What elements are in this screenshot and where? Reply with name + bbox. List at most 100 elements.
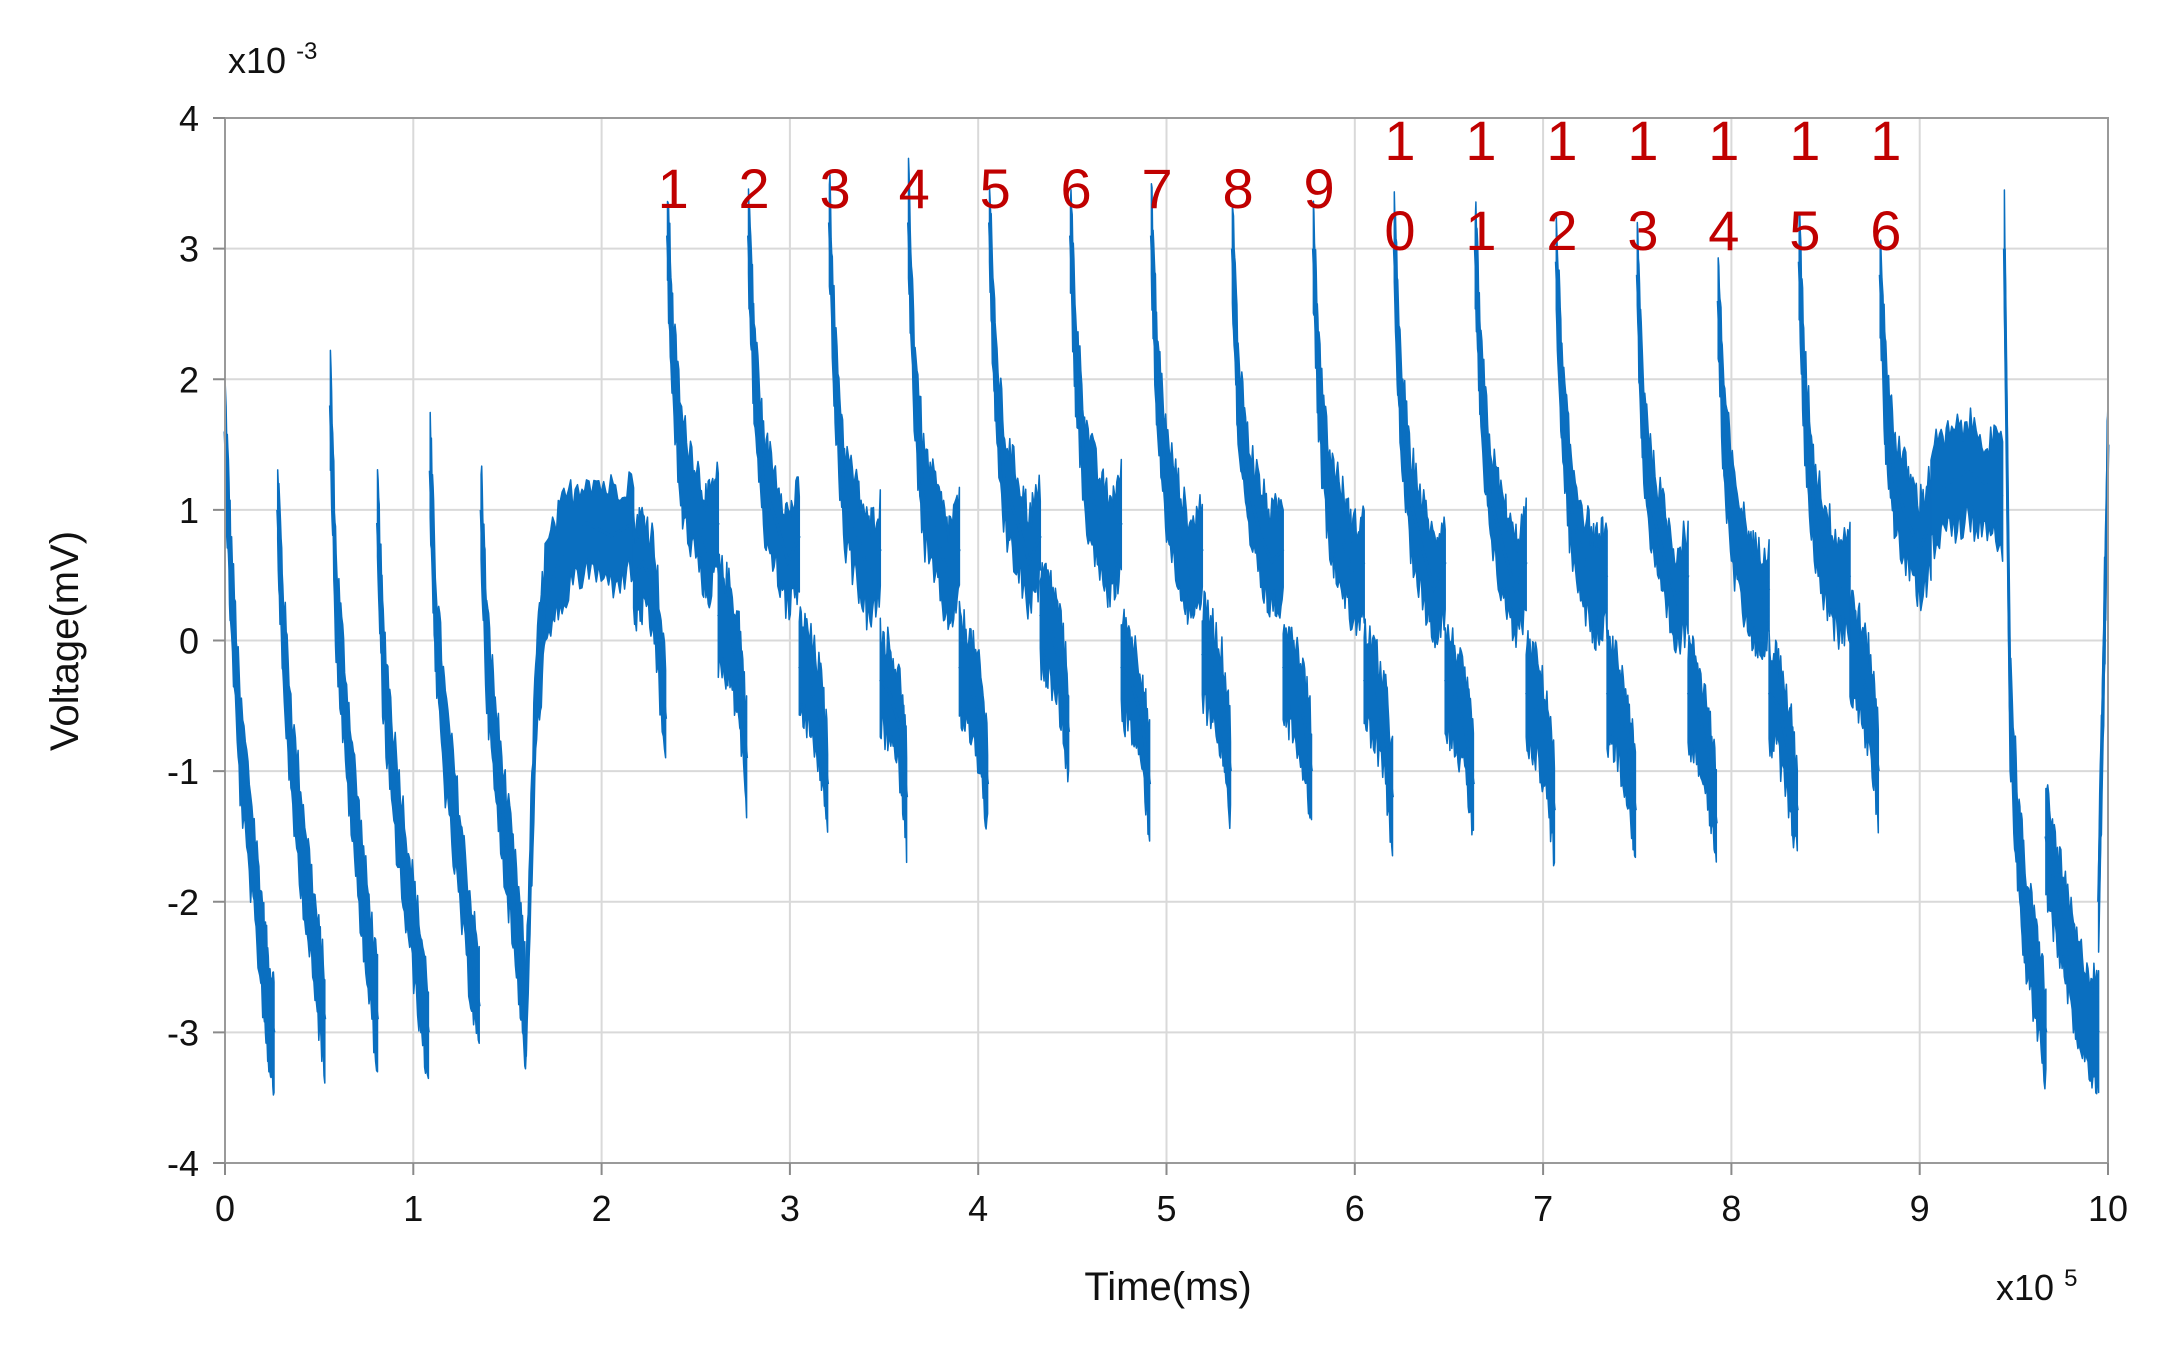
peak-label: 2: [739, 157, 770, 220]
peak-label: 4: [899, 157, 930, 220]
peak-label: 12: [1546, 109, 1577, 262]
x-tick-label: 6: [1345, 1188, 1365, 1229]
trace-segment: [224, 378, 275, 1096]
y-tick-label: -2: [167, 882, 199, 923]
peak-label: 13: [1627, 109, 1658, 262]
peak-label: 5: [980, 157, 1011, 220]
trace-segment: [1363, 618, 1394, 857]
trace-segment: [1768, 630, 1799, 852]
x-tick-label: 1: [403, 1188, 423, 1229]
peak-label-digit: 8: [1222, 157, 1253, 220]
peak-label-digit: 1: [1870, 109, 1901, 172]
x-tick-label: 5: [1156, 1188, 1176, 1229]
peak-label-digit: 5: [980, 157, 1011, 220]
trace-envelope: [1635, 274, 1690, 606]
trace-segment: [1474, 201, 1527, 649]
trace-segment: [632, 506, 667, 759]
trace-envelope: [1230, 248, 1285, 565]
peak-label: 15: [1789, 109, 1820, 262]
trace-segment: [988, 186, 1042, 620]
trace-envelope: [666, 235, 720, 554]
y-tick-label: 3: [179, 229, 199, 270]
trace-envelope: [1311, 248, 1366, 579]
trace-envelope: [1281, 665, 1313, 772]
y-multiplier: x10 -3: [228, 38, 317, 81]
trace-segment: [717, 553, 748, 819]
y-multiplier-exp: -3: [296, 38, 317, 65]
y-tick-label: 4: [179, 98, 199, 139]
x-tick-label: 7: [1533, 1188, 1553, 1229]
trace-envelope: [2097, 444, 2110, 902]
peak-label-digit: 2: [739, 157, 770, 220]
trace-envelope: [1716, 300, 1771, 605]
peak-label-digit: 6: [1061, 157, 1092, 220]
x-tick-label: 3: [780, 1188, 800, 1229]
trace-envelope: [479, 509, 528, 1020]
trace-segment: [1849, 589, 1880, 834]
peak-label: 7: [1142, 157, 1173, 220]
trace-segment: [798, 606, 829, 833]
trace-segment: [376, 468, 430, 1080]
trace-envelope: [1524, 691, 1556, 811]
trace-segment: [879, 617, 908, 864]
peak-label-digit: 1: [1465, 109, 1496, 172]
x-tick-label: 0: [215, 1188, 235, 1229]
trace-envelope: [328, 405, 379, 1020]
trace-envelope: [717, 613, 749, 759]
peak-label-digit: 1: [1465, 199, 1496, 262]
trace-envelope: [276, 509, 327, 1020]
y-tick-label: 1: [179, 490, 199, 531]
y-tick-label: -4: [167, 1143, 199, 1184]
trace-segment: [1069, 189, 1123, 608]
trace-envelope: [1392, 248, 1447, 593]
trace-envelope: [1686, 691, 1718, 824]
trace-envelope: [1797, 261, 1852, 592]
trace-segment: [747, 188, 801, 621]
trace-envelope: [1362, 678, 1394, 798]
y-axis-title: Voltage(mV): [43, 531, 87, 751]
x-multiplier: x10 5: [1996, 1265, 2077, 1308]
trace-envelope: [988, 222, 1042, 567]
trace-segment: [1201, 590, 1232, 830]
trace-envelope: [798, 665, 830, 785]
trace-segment: [1120, 608, 1151, 842]
peak-label: 6: [1061, 157, 1092, 220]
trace-segment: [1687, 634, 1718, 863]
trace-segment: [1606, 629, 1637, 859]
x-multiplier-exp: 5: [2064, 1265, 2077, 1292]
peak-label-digit: 6: [1870, 199, 1901, 262]
trace-envelope: [1848, 639, 1880, 772]
trace-envelope: [907, 222, 961, 580]
trace-envelope: [1443, 678, 1475, 785]
trace-envelope: [1069, 235, 1123, 553]
peak-label: 3: [820, 157, 851, 220]
x-tick-label: 4: [968, 1188, 988, 1229]
trace-segment: [329, 349, 379, 1073]
trace-segment: [1444, 624, 1475, 836]
trace-segment: [429, 411, 480, 1045]
peak-label: 11: [1465, 109, 1496, 262]
trace-segment: [1930, 407, 2004, 562]
peak-label-digit: 1: [1546, 109, 1577, 172]
x-tick-label: 10: [2088, 1188, 2128, 1229]
trace-envelope: [1767, 691, 1799, 811]
x-tick-label: 9: [1910, 1188, 1930, 1229]
trace-envelope: [1039, 613, 1071, 733]
trace-envelope: [879, 678, 909, 798]
trace-envelope: [428, 470, 481, 1007]
trace-segment: [828, 173, 882, 631]
trace-envelope: [1554, 261, 1609, 592]
peak-label-digit: 1: [1627, 109, 1658, 172]
peak-label: 1: [658, 157, 689, 220]
peak-label-digit: 5: [1789, 199, 1820, 262]
trace-envelope: [1120, 665, 1152, 785]
peak-label-digit: 1: [1384, 109, 1415, 172]
peak-label-digit: 1: [1789, 109, 1820, 172]
x-tick-label: 8: [1721, 1188, 1741, 1229]
trace-segment: [2045, 784, 2100, 1095]
trace-segment: [1282, 623, 1313, 821]
x-multiplier-base: x10: [1996, 1267, 2054, 1308]
trace-segment: [1312, 200, 1365, 636]
